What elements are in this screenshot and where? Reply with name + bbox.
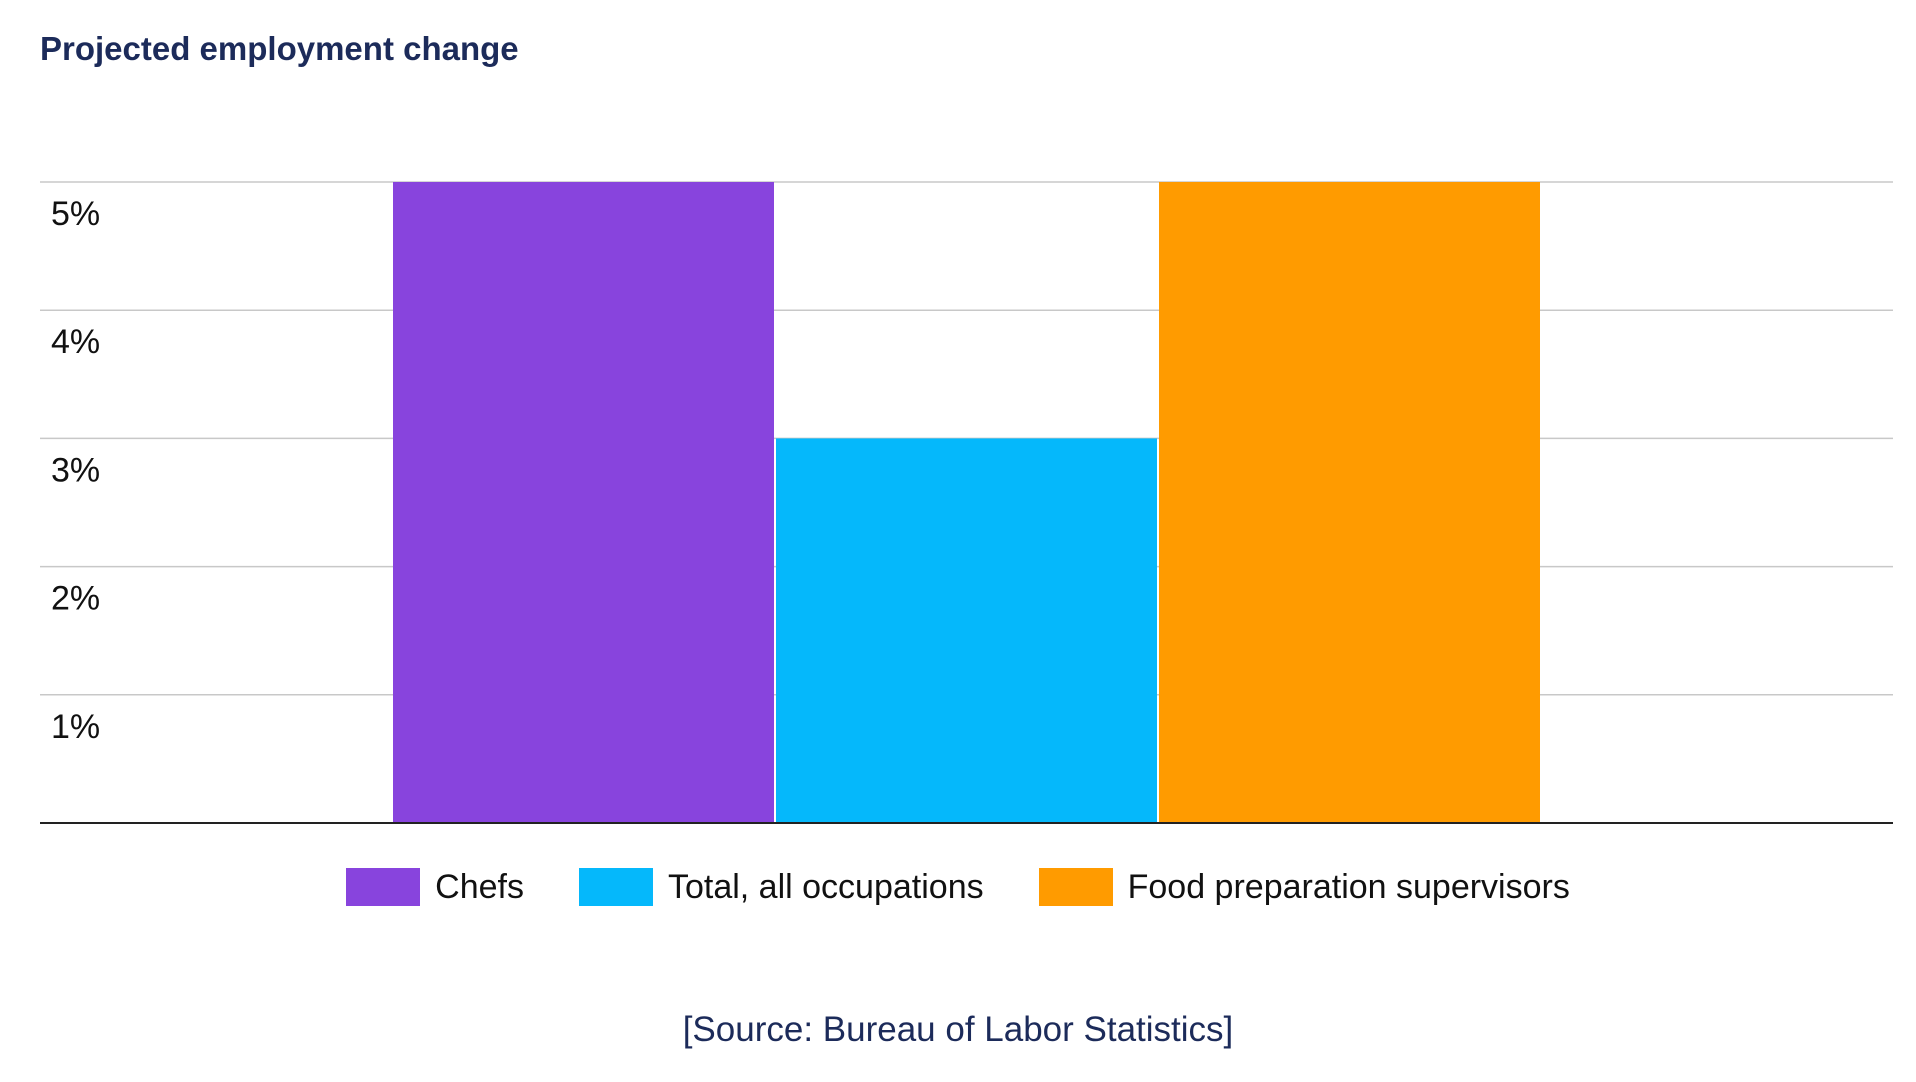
legend-swatch <box>578 868 653 906</box>
bar-total-all-occupations <box>776 438 1157 823</box>
y-tick-label: 3% <box>51 451 100 489</box>
legend: Chefs Total, all occupations Food preparat… <box>0 862 1916 912</box>
y-axis-ticks: 1% 2% 3% 4% 5% <box>51 195 100 746</box>
bars <box>393 182 1540 823</box>
legend-label: Food preparation supervisors <box>1127 867 1570 906</box>
legend-item-chefs: Chefs <box>346 868 524 907</box>
source-note: [Source: Bureau of Labor Statistics] <box>682 1010 1234 1049</box>
legend-label: Total, all occupations <box>667 867 984 906</box>
bar-food-preparation-supervisors <box>1159 182 1540 823</box>
bar-chefs <box>393 182 774 823</box>
legend-item-food-preparation-supervisors: Food preparation supervisors <box>1038 867 1570 907</box>
legend-label: Chefs <box>435 867 524 906</box>
legend-swatch <box>1038 868 1113 906</box>
bar-chart: 1% 2% 3% 4% 5% <box>40 181 1893 824</box>
y-tick-label: 4% <box>51 323 100 361</box>
y-tick-label: 1% <box>51 708 100 746</box>
legend-swatch <box>346 868 421 906</box>
legend-item-total-all-occupations: Total, all occupations <box>578 867 984 907</box>
y-tick-label: 5% <box>51 195 100 233</box>
y-tick-label: 2% <box>51 580 100 618</box>
chart-title: Projected employment change <box>40 30 519 67</box>
